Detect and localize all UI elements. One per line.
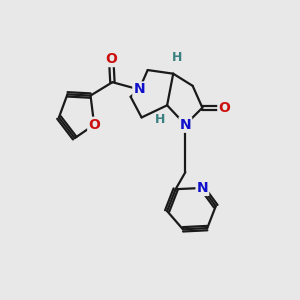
Text: N: N	[133, 82, 145, 97]
Text: H: H	[172, 51, 182, 64]
Text: O: O	[88, 118, 100, 132]
Text: H: H	[154, 113, 165, 126]
Text: N: N	[196, 181, 208, 195]
Text: O: O	[105, 52, 117, 66]
Text: N: N	[179, 118, 191, 132]
Text: O: O	[218, 101, 230, 115]
